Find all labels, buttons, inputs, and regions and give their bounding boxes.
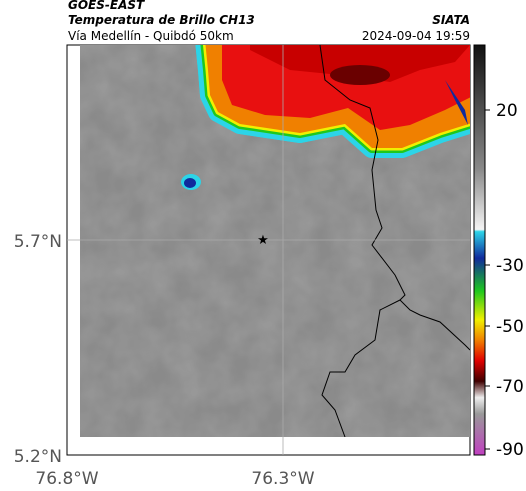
colorbar-label: -90 [496,440,524,460]
small-cloud [181,174,201,190]
title: GOES-EAST [68,0,145,12]
source: SIATA [432,13,470,27]
colorbar-label: -70 [496,377,524,397]
colorbar-scale [473,44,486,456]
colorbar: 20 -30 -50 -70 -90 [473,44,524,460]
colorbar-label: 20 [496,101,518,121]
location: Vía Medellín - Quibdó 50km [68,29,234,43]
subtitle: Temperatura de Brillo CH13 [68,13,255,27]
colorbar-label: -50 [496,317,524,337]
lat-label: 5.2°N [14,447,62,467]
colorbar-label: -30 [496,256,524,276]
timestamp: 2024-09-04 19:59 [362,29,470,43]
location-marker: ★ [257,233,269,248]
storm-cloud [205,45,470,158]
lon-label: 76.3°W [251,469,314,489]
lat-label: 5.7°N [14,232,62,252]
lon-label: 76.8°W [35,469,98,489]
borders [319,45,470,437]
map: ★ [66,44,471,456]
